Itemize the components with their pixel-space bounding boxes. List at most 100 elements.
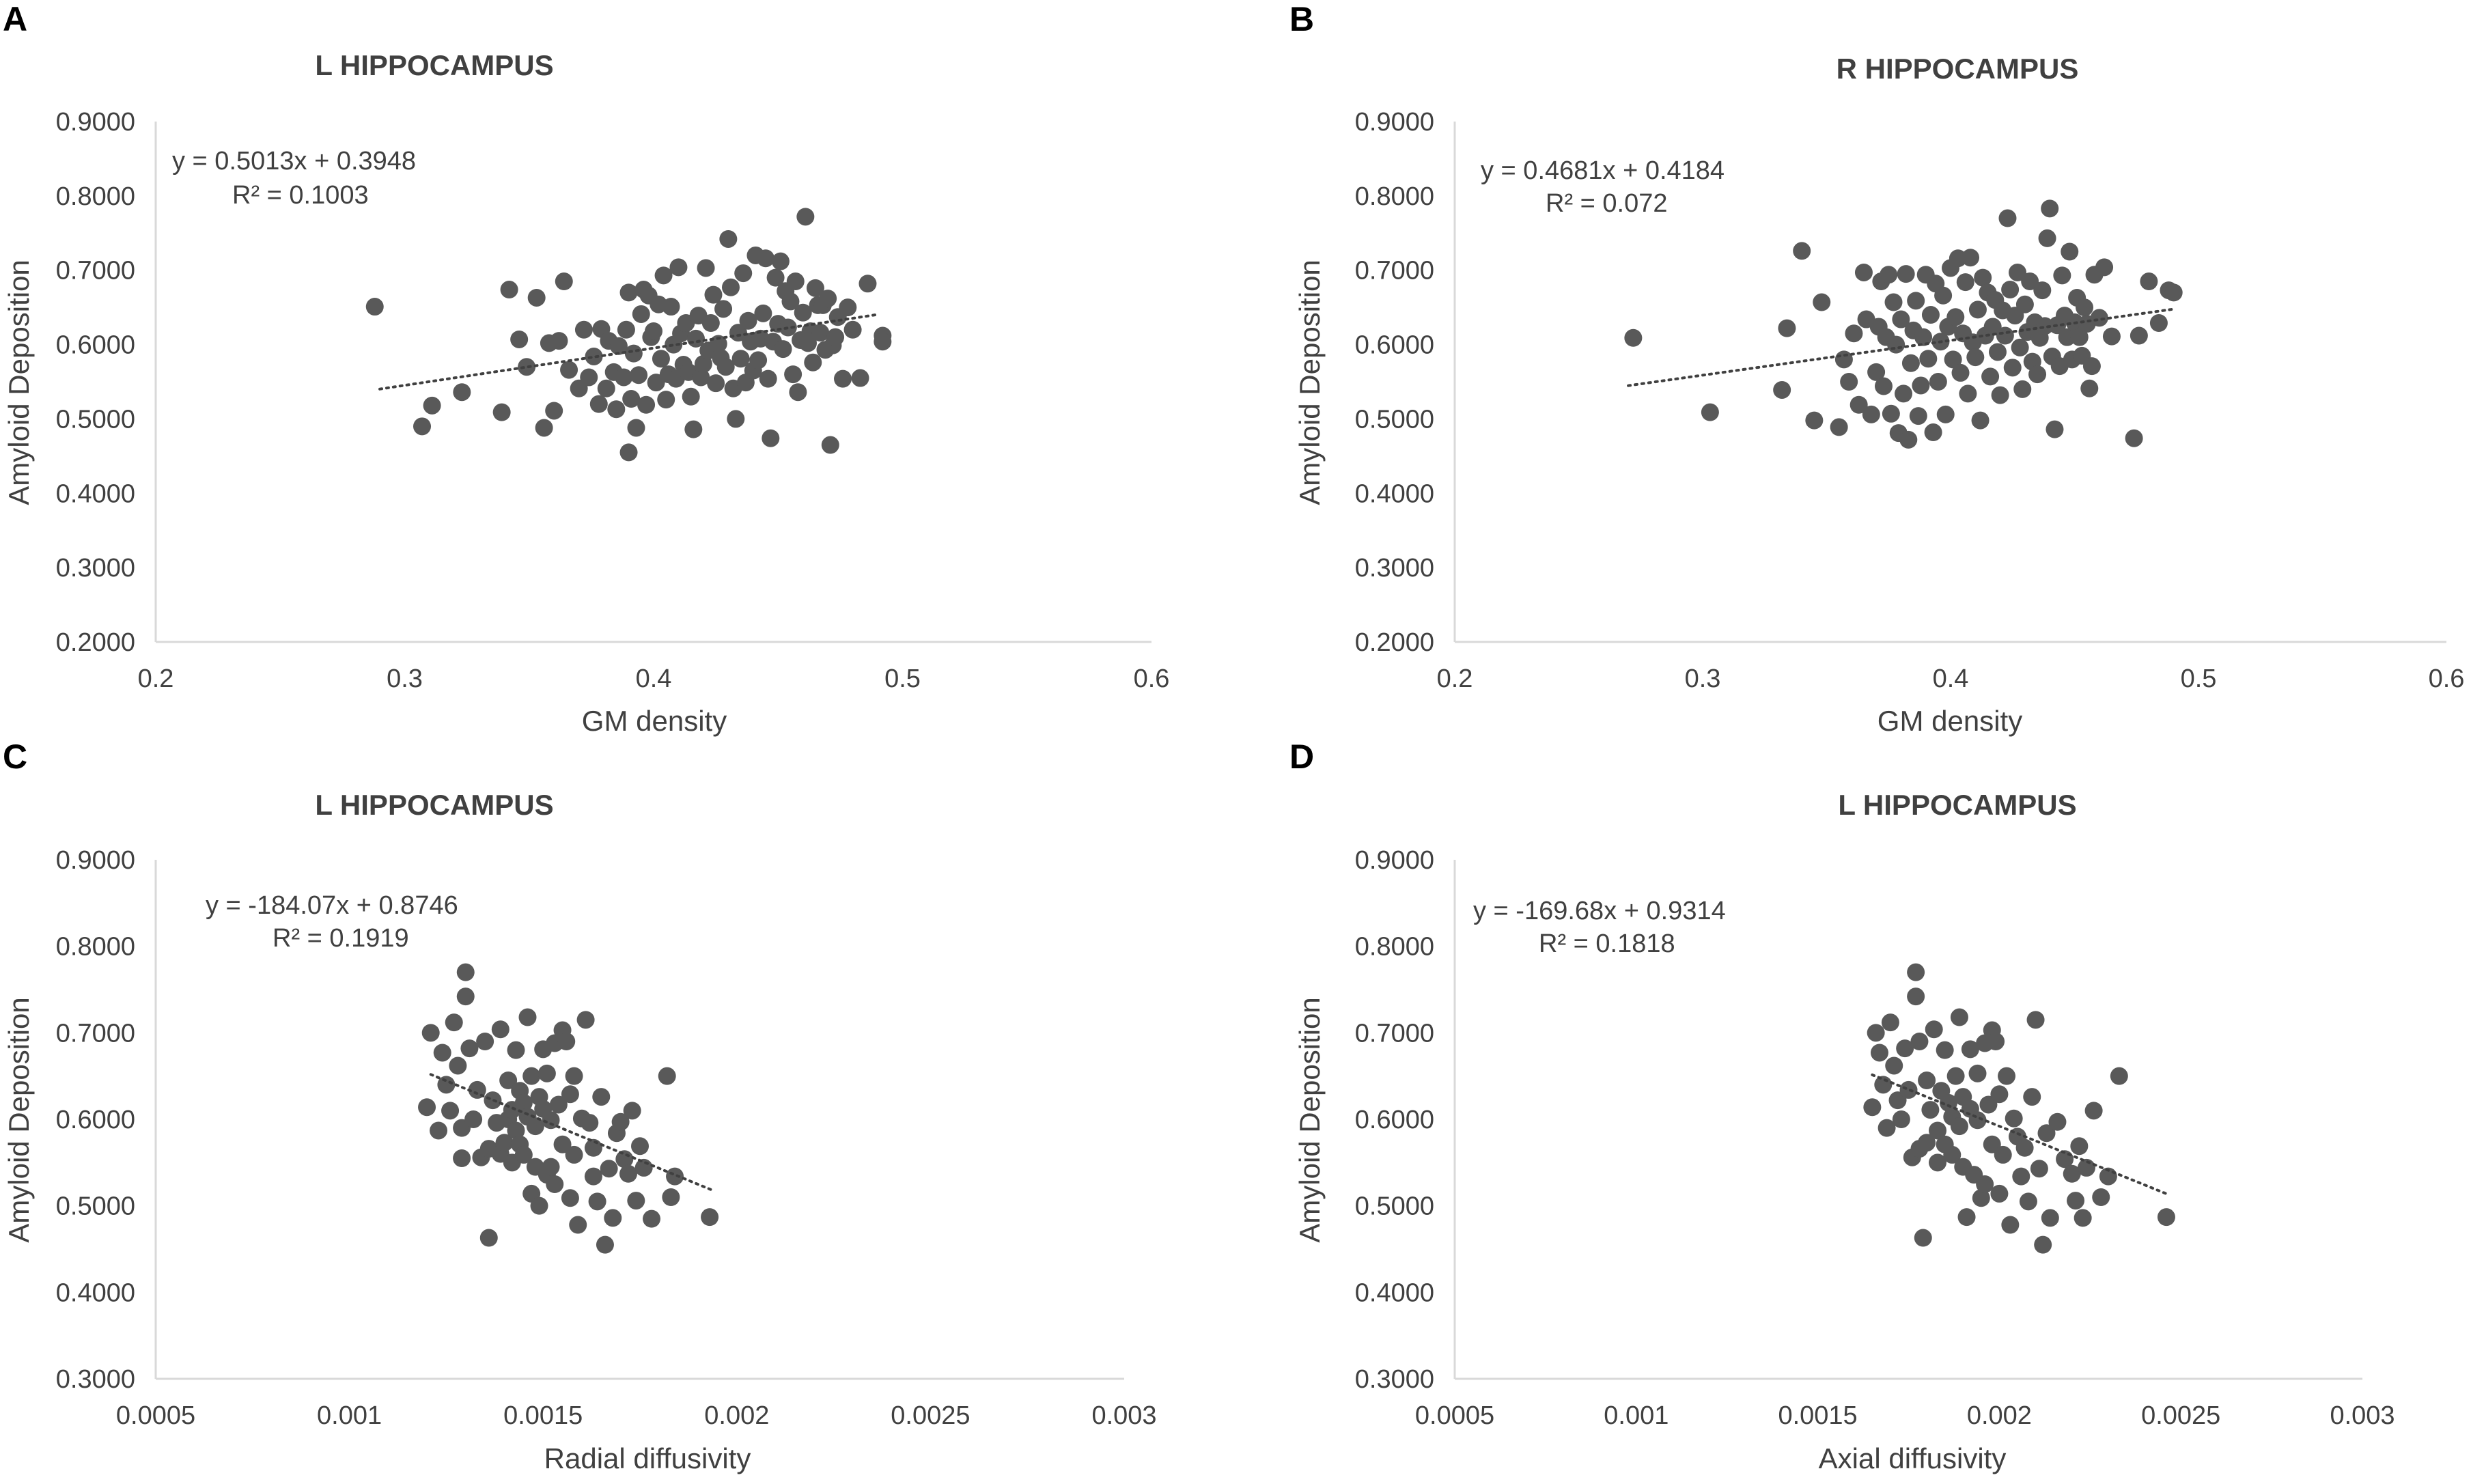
panel-d-letter: D — [1289, 738, 1314, 776]
panel-c-data-point — [611, 1112, 630, 1131]
panel-b-data-point — [1793, 242, 1811, 260]
panel-d-data-point — [1929, 1121, 1947, 1140]
panel-c-data-point — [530, 1196, 548, 1215]
panel-d-data-point — [2005, 1109, 2023, 1128]
panel-a-data-point — [637, 395, 656, 414]
panel-a-letter: A — [3, 0, 27, 38]
panel-b-data-point — [2028, 365, 2047, 384]
panel-a-data-point — [627, 419, 645, 437]
panel-c-data-point — [460, 1039, 479, 1058]
panel-c-data-point — [592, 1088, 611, 1106]
panel-b-data-point — [2082, 357, 2101, 376]
panel-c-data-point — [418, 1098, 436, 1117]
panel-c-data-point — [600, 1160, 618, 1178]
panel-d-y-tick-label: 0.4000 — [1355, 1278, 1434, 1307]
panel-b-data-point — [2003, 359, 2022, 377]
panel-c-data-point — [553, 1135, 572, 1153]
panel-a-data-point — [669, 258, 688, 277]
panel-d-data-point — [1877, 1119, 1896, 1137]
panel-a-data-point — [784, 365, 802, 384]
panel-b-y-tick-label: 0.6000 — [1355, 331, 1434, 360]
panel-a-data-point — [694, 354, 712, 373]
panel-c-data-point — [433, 1044, 451, 1062]
panel-a-data-point — [697, 259, 715, 277]
panel-b-y-tick-label: 0.3000 — [1355, 554, 1434, 583]
panel-b-data-point — [1899, 430, 1918, 449]
panel-b-y-tick-label: 0.2000 — [1355, 628, 1434, 657]
panel-b-letter: B — [1289, 0, 1314, 38]
panel-d-data-point — [1968, 1064, 1987, 1082]
panel-d-data-point — [1867, 1024, 1885, 1042]
panel-b-data-point — [1934, 286, 1953, 305]
panel-c-y-tick-label: 0.6000 — [56, 1106, 135, 1134]
panel-d-data-point — [1925, 1020, 1943, 1039]
panel-a-points — [365, 208, 892, 462]
panel-d-data-point — [1939, 1093, 1957, 1112]
panel-b-data-point — [1884, 293, 1903, 311]
panel-a-data-point — [701, 314, 720, 333]
panel-b-y-axis-label: Amyloid Deposition — [1294, 260, 1326, 505]
panel-c-data-point — [658, 1067, 676, 1085]
panel-a-data-point — [843, 320, 862, 339]
panel-a-data-point — [811, 324, 830, 342]
panel-b-data-point — [2041, 199, 2059, 218]
panel-d-equation-label: y = -169.68x + 0.9314 — [1473, 897, 1726, 925]
panel-b-data-point — [1773, 380, 1791, 399]
panel-c-data-point — [557, 1033, 576, 1050]
panel-c-data-point — [596, 1235, 614, 1254]
panel-b-data-point — [2009, 263, 2027, 281]
panel-b-data-point — [1974, 268, 1992, 287]
panel-b-x-tick-label: 0.6 — [2429, 664, 2465, 693]
panel-b-data-point — [1805, 411, 1824, 430]
panel-d-data-point — [1972, 1189, 1990, 1207]
panel-a-y-tick-label: 0.4000 — [56, 479, 135, 508]
panel-c-y-tick-label: 0.8000 — [56, 933, 135, 962]
panel-a-data-point — [684, 420, 703, 438]
panel-a-data-point — [492, 403, 511, 421]
panel-d-data-point — [2019, 1192, 2037, 1211]
panel-a-data-point — [749, 351, 768, 369]
panel-d-x-tick-label: 0.003 — [2330, 1401, 2395, 1430]
panel-b-data-point — [1912, 376, 1930, 395]
panel-b-y-tick-label: 0.5000 — [1355, 405, 1434, 434]
panel-c-data-point — [623, 1102, 641, 1120]
panel-b-data-point — [1862, 405, 1880, 423]
panel-a-y-axis-label: Amyloid Deposition — [3, 260, 35, 505]
panel-a-data-point — [762, 429, 780, 447]
panel-a-data-point — [851, 369, 869, 387]
panel-c-y-tick-label: 0.7000 — [56, 1019, 135, 1048]
panel-b-data-point — [1813, 293, 1831, 311]
panel-c-letter: C — [3, 738, 27, 776]
panel-a-data-point — [555, 272, 573, 291]
panel-c-data-point — [476, 1033, 494, 1050]
panel-d-data-point — [1943, 1145, 1962, 1164]
panel-b-data-point — [2021, 272, 2039, 291]
panel-c-data-point — [565, 1145, 583, 1164]
panel-b-data-point — [1867, 363, 1886, 381]
panel-d-data-point — [1918, 1072, 1936, 1089]
panel-a-data-point — [619, 283, 638, 302]
panel-b-data-point — [1845, 324, 1863, 343]
panel-b-data-point — [2149, 314, 2168, 333]
panel-a-y-tick-label: 0.6000 — [56, 331, 135, 360]
panel-a-data-point — [804, 353, 822, 372]
panel-c-equation-label: y = -184.07x + 0.8746 — [206, 891, 458, 920]
panel-d-data-point — [2063, 1164, 2081, 1183]
panel-b-data-point — [1897, 265, 1915, 283]
panel-b-data-point — [1959, 384, 1977, 403]
panel-a-data-point — [550, 332, 568, 350]
panel-c-data-point — [449, 1056, 467, 1075]
panel-a-x-tick-label: 0.4 — [636, 664, 672, 693]
panel-c-data-point — [581, 1114, 599, 1132]
panel-a-data-point — [781, 292, 800, 311]
panel-c-data-point — [542, 1111, 560, 1130]
panel-c-y-tick-label: 0.4000 — [56, 1278, 135, 1307]
panel-a-data-point — [615, 368, 633, 387]
panel-a-data-point — [580, 368, 598, 387]
panel-d-data-point — [1968, 1111, 1987, 1130]
panel-a-data-point — [759, 369, 777, 388]
panel-a-data-point — [624, 344, 643, 363]
panel-c-y-axis-label: Amyloid Deposition — [3, 997, 35, 1243]
panel-c-data-point — [514, 1093, 533, 1112]
panel-c-data-point — [569, 1216, 587, 1234]
